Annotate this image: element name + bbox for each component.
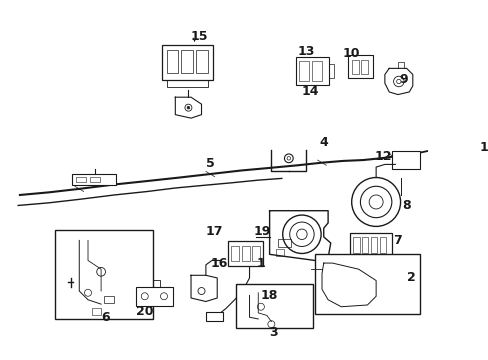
Bar — [227, 241, 262, 266]
Bar — [196, 50, 207, 73]
Bar — [299, 62, 308, 81]
Bar — [90, 177, 100, 182]
Bar — [72, 174, 116, 185]
Bar — [349, 233, 391, 257]
Bar — [55, 230, 152, 319]
Polygon shape — [397, 62, 403, 68]
Bar — [312, 62, 321, 81]
Bar — [252, 246, 260, 261]
Circle shape — [284, 154, 293, 163]
Bar — [231, 246, 239, 261]
Bar — [76, 177, 86, 182]
Bar — [275, 249, 284, 256]
Bar — [347, 55, 372, 78]
Bar — [205, 312, 223, 321]
Bar — [379, 237, 385, 253]
Text: 13: 13 — [297, 45, 314, 58]
Bar — [162, 45, 212, 80]
Text: 2: 2 — [406, 271, 415, 284]
Polygon shape — [175, 97, 201, 118]
Bar — [295, 57, 328, 85]
Bar — [278, 239, 290, 247]
Text: 7: 7 — [393, 234, 402, 247]
Bar — [103, 296, 114, 303]
Text: 11: 11 — [478, 141, 488, 154]
Text: 8: 8 — [402, 199, 410, 212]
Bar — [236, 284, 313, 328]
Bar — [241, 246, 249, 261]
Bar — [361, 60, 367, 73]
Text: 15: 15 — [191, 30, 208, 42]
Bar — [353, 237, 359, 253]
Polygon shape — [269, 211, 330, 261]
Bar — [181, 50, 192, 73]
Text: 12: 12 — [374, 150, 391, 163]
Circle shape — [351, 177, 400, 226]
Text: 20: 20 — [136, 306, 153, 319]
Text: 19: 19 — [253, 225, 271, 238]
Bar — [370, 237, 376, 253]
Bar — [391, 151, 419, 169]
Circle shape — [296, 229, 306, 239]
Text: 18: 18 — [261, 289, 278, 302]
Circle shape — [187, 106, 189, 109]
Bar — [166, 50, 178, 73]
Bar — [92, 309, 101, 315]
Text: 4: 4 — [319, 136, 327, 149]
Text: 6: 6 — [101, 311, 110, 324]
Text: 16: 16 — [210, 257, 227, 270]
Bar — [362, 237, 367, 253]
Polygon shape — [384, 68, 412, 95]
Text: 10: 10 — [342, 47, 360, 60]
Text: 17: 17 — [205, 225, 223, 238]
Text: 14: 14 — [301, 85, 319, 98]
Circle shape — [368, 195, 382, 209]
Text: 5: 5 — [205, 157, 214, 170]
Bar — [136, 287, 172, 306]
Text: 1: 1 — [256, 257, 264, 270]
Text: 9: 9 — [399, 73, 407, 86]
Bar — [351, 60, 358, 73]
Circle shape — [282, 215, 321, 253]
Bar — [314, 255, 419, 314]
Text: 3: 3 — [268, 327, 277, 339]
